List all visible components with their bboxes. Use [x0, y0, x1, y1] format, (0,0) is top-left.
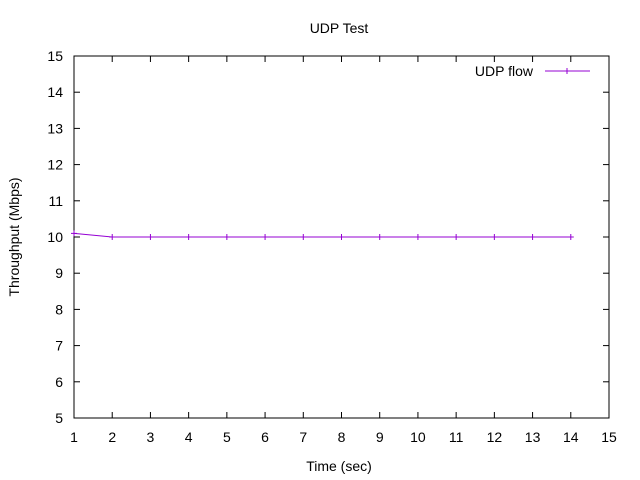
data-point — [376, 234, 383, 240]
x-tick-label: 4 — [185, 429, 193, 445]
data-point — [491, 234, 498, 240]
y-tick-label: 5 — [55, 410, 63, 426]
y-axis: 5 6 7 8 9 10 11 12 13 14 15 — [47, 48, 609, 426]
x-axis-label: Time (sec) — [306, 458, 372, 474]
legend: UDP flow — [475, 63, 590, 79]
data-point — [147, 234, 154, 240]
x-tick-label: 1 — [70, 429, 78, 445]
data-point — [262, 234, 269, 240]
y-tick-label: 8 — [55, 301, 63, 317]
y-tick-label: 12 — [47, 157, 63, 173]
data-point — [567, 234, 574, 240]
data-point — [223, 234, 230, 240]
series-layer — [71, 230, 574, 240]
y-axis-label: Throughput (Mbps) — [6, 177, 22, 296]
y-tick-label: 9 — [55, 265, 63, 281]
y-tick-label: 13 — [47, 120, 63, 136]
y-tick-label: 6 — [55, 374, 63, 390]
chart-title: UDP Test — [310, 20, 369, 36]
data-point — [338, 234, 345, 240]
data-point — [529, 234, 536, 240]
x-tick-label: 2 — [108, 429, 116, 445]
x-tick-label: 12 — [487, 429, 503, 445]
x-tick-label: 6 — [261, 429, 269, 445]
y-tick-label: 15 — [47, 48, 63, 64]
x-tick-label: 7 — [299, 429, 307, 445]
y-tick-label: 10 — [47, 229, 63, 245]
data-point — [185, 234, 192, 240]
x-tick-label: 9 — [376, 429, 384, 445]
data-point — [109, 234, 116, 240]
x-tick-label: 5 — [223, 429, 231, 445]
legend-label: UDP flow — [475, 63, 534, 79]
x-tick-label: 10 — [410, 429, 426, 445]
x-axis: 1 2 3 4 5 6 7 8 9 10 11 12 13 14 15 — [70, 56, 617, 445]
y-tick-label: 7 — [55, 338, 63, 354]
y-tick-label: 11 — [48, 193, 63, 209]
data-point — [414, 234, 421, 240]
x-tick-label: 8 — [338, 429, 346, 445]
x-tick-label: 11 — [449, 429, 464, 445]
x-tick-label: 14 — [563, 429, 579, 445]
data-point — [453, 234, 460, 240]
x-tick-label: 3 — [147, 429, 155, 445]
data-point — [300, 234, 307, 240]
x-tick-label: 13 — [525, 429, 541, 445]
x-tick-label: 15 — [601, 429, 617, 445]
series-line — [73, 232, 571, 238]
y-tick-label: 14 — [47, 84, 63, 100]
data-point — [71, 230, 77, 237]
